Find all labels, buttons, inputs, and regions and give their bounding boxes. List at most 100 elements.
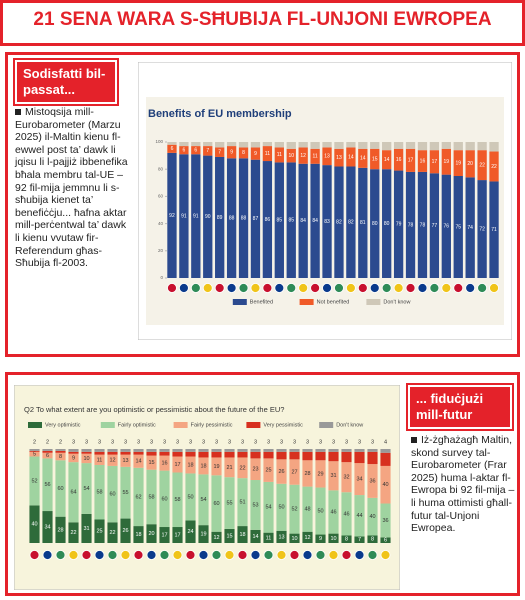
value-label: 20 <box>148 531 154 537</box>
bar-segment <box>159 470 170 528</box>
bar-segment <box>215 156 225 278</box>
value-label: 53 <box>252 502 258 508</box>
bar-segment <box>302 449 313 452</box>
value-label: 58 <box>148 494 154 500</box>
bar-segment <box>94 464 105 520</box>
bar-segment <box>29 451 40 457</box>
bar-segment <box>68 451 79 454</box>
chart-title: Q2 To what extent are you optimistic or … <box>24 405 284 414</box>
value-label: 15 <box>148 460 154 466</box>
value-label: 80 <box>372 221 378 227</box>
bar-segment <box>302 486 313 532</box>
value-label: 10 <box>330 536 336 542</box>
bar-segment <box>315 487 326 535</box>
bar-segment <box>250 449 261 452</box>
bar-segment <box>263 449 274 452</box>
bar-segment <box>238 158 249 278</box>
bar-segment <box>441 142 451 149</box>
bar-segment <box>370 142 380 149</box>
value-label: 11 <box>277 152 282 158</box>
bar-segment <box>133 467 144 527</box>
value-label: 50 <box>187 494 193 500</box>
bar-segment <box>489 142 499 152</box>
value-label: 7 <box>358 537 361 543</box>
bar-segment <box>237 457 248 479</box>
flag <box>489 283 499 293</box>
bar-segment <box>322 147 332 166</box>
flag <box>429 283 440 293</box>
flag <box>224 550 235 560</box>
bar-segment <box>146 451 157 456</box>
value-label: 60 <box>161 496 167 502</box>
value-label: 46 <box>343 511 349 517</box>
flag <box>345 283 356 293</box>
legend-label: Don't know <box>383 299 410 305</box>
value-label: 14 <box>135 459 141 465</box>
bar-segment <box>250 529 261 543</box>
bar-segment <box>405 171 416 278</box>
flag <box>81 550 92 560</box>
bar-segment <box>286 162 296 278</box>
y-tick-label: 100 <box>155 139 163 144</box>
bar-segment <box>120 518 131 543</box>
bar-segment <box>198 451 209 458</box>
bar-segment <box>358 148 368 168</box>
flag <box>465 283 476 293</box>
bar-segment <box>68 462 79 523</box>
bar-segment <box>42 449 53 451</box>
bar-segment <box>477 180 487 278</box>
legend-swatch <box>319 422 334 428</box>
value-label: 6 <box>171 146 174 152</box>
bar-segment <box>453 150 463 176</box>
value-label: 2 <box>46 439 49 445</box>
bar-segment <box>159 451 170 456</box>
y-tick-label: 20 <box>158 248 164 253</box>
value-label: 71 <box>491 227 497 233</box>
value-label: 13 <box>122 458 128 464</box>
bar-segment <box>211 449 222 452</box>
bar-segment <box>250 159 261 278</box>
bar-segment <box>29 449 40 451</box>
bar-segment <box>146 455 157 470</box>
value-label: 62 <box>135 494 141 500</box>
bar-segment <box>289 533 300 543</box>
legend-swatch <box>28 422 42 428</box>
bar-segment <box>341 462 352 493</box>
bar-segment <box>81 463 92 514</box>
bar-segment <box>185 520 196 543</box>
bar-segment <box>453 176 463 278</box>
value-label: 84 <box>312 218 318 224</box>
bar-segment <box>42 458 53 512</box>
bar-segment <box>477 142 487 151</box>
legend-label: Not benefited <box>317 299 350 305</box>
bar-segment <box>68 522 79 543</box>
bar-segment <box>274 162 284 278</box>
value-label: 72 <box>479 226 485 232</box>
bar-segment <box>453 142 463 151</box>
value-label: 18 <box>135 532 141 538</box>
value-label: 2 <box>33 439 36 445</box>
value-label: 3 <box>293 439 296 445</box>
value-label: 21 <box>226 465 232 471</box>
flag <box>159 550 170 560</box>
bar-segment <box>120 451 131 455</box>
bar-segment <box>367 497 378 536</box>
bar-segment <box>133 451 144 455</box>
bar-segment <box>55 460 66 517</box>
bar-segment <box>198 449 209 452</box>
flag <box>298 283 309 293</box>
value-label: 11 <box>97 457 103 463</box>
value-label: 10 <box>83 456 89 462</box>
value-label: 23 <box>252 467 258 473</box>
value-label: 26 <box>278 469 284 475</box>
value-label: 6 <box>194 147 197 153</box>
bar-segment <box>393 170 404 278</box>
section-heading: Sodisfatti bil-passat... <box>13 58 119 106</box>
bar-segment <box>405 148 416 172</box>
bar-segment <box>146 449 157 452</box>
value-label: 3 <box>124 439 127 445</box>
bar-segment <box>274 142 284 148</box>
y-tick-label: 40 <box>158 221 164 226</box>
header-title: 21 SENA WARA S-SĦUBIJA FL-UNJONI EWROPEA <box>33 9 492 30</box>
bar-segment <box>354 449 365 452</box>
